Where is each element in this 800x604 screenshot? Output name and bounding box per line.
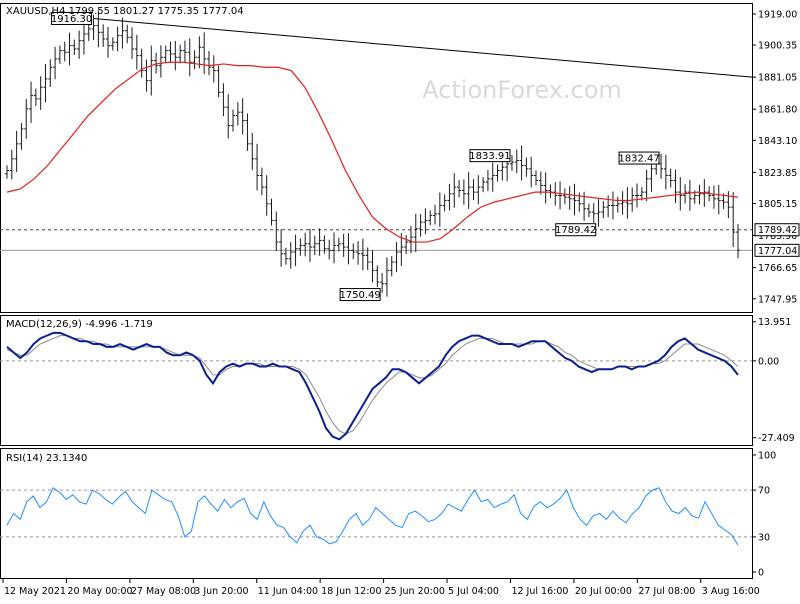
- price-ytick-label: 1766.65: [758, 263, 797, 274]
- price-ytick-label: 1805.15: [758, 199, 797, 210]
- x-axis-label: 3 Aug 16:00: [702, 586, 760, 597]
- price-annotation-label: 1750.49: [339, 290, 380, 301]
- price-annotation-label: 1789.42: [555, 225, 596, 236]
- x-axis-label: 20 May 00:00: [67, 586, 132, 597]
- x-axis-label: 11 Jun 04:00: [258, 586, 318, 597]
- price-ytick-label: 1919.00: [758, 9, 797, 20]
- x-axis-label: 27 May 08:00: [131, 586, 196, 597]
- macd-signal-line: [6, 335, 739, 435]
- price-panel: 1919.00 1900.35 1881.05 1861.80 1843.10 1823.…: [0, 9, 800, 305]
- rsi-ytick-label: 0: [758, 568, 764, 579]
- x-axis-label: 12 Jul 16:00: [511, 586, 568, 597]
- macd-line: [6, 331, 739, 441]
- price-annotation-label: 1832.47: [618, 154, 659, 165]
- price-panel-frame: [0, 3, 753, 313]
- macd-panel-frame: [0, 315, 753, 446]
- price-level-tag-label: 1777.04: [758, 246, 797, 257]
- rsi-ytick-label: 30: [758, 532, 770, 543]
- x-axis-label: 25 Jun 20:00: [385, 586, 445, 597]
- price-level-tag: [754, 243, 800, 257]
- x-axis-label: 12 May 2021: [4, 586, 66, 597]
- rsi-panel: 100 70 30 0: [0, 451, 776, 579]
- price-ytick-label: 1900.35: [758, 41, 797, 52]
- price-level-tag: [754, 223, 800, 237]
- macd-ytick-label: -27.409: [758, 433, 795, 444]
- macd-ytick-label: 13.951: [758, 317, 791, 328]
- price-annotation-box: [51, 11, 93, 25]
- rsi-line: [6, 487, 739, 546]
- macd-panel-title: MACD(12,26,9) -4.996 -1.719: [6, 319, 153, 330]
- rsi-panel-frame: [0, 448, 753, 579]
- price-annotation-label: 1916.30: [51, 14, 92, 25]
- price-annotation-box: [555, 223, 597, 237]
- x-axis-label: 5 Jul 04:00: [448, 586, 499, 597]
- price-level-tag-label: 1789.42: [758, 225, 797, 236]
- rsi-panel-title: RSI(14) 23.1340: [6, 453, 87, 464]
- rsi-ytick-label: 100: [758, 451, 776, 462]
- price-ytick-label: 1785.90: [758, 231, 797, 242]
- sma-line: [6, 61, 739, 243]
- price-annotation-box: [618, 151, 660, 165]
- x-axis-label: 27 Jul 08:00: [638, 586, 695, 597]
- price-annotation-box: [469, 149, 511, 163]
- resistance-trendline: [93, 17, 753, 78]
- price-ytick-label: 1881.05: [758, 73, 797, 84]
- watermark: ActionForex.com: [422, 76, 622, 104]
- macd-ytick-label: 0.00: [758, 356, 779, 367]
- price-ytick-label: 1747.95: [758, 294, 797, 305]
- price-panel-title: XAUUSD,H4 1799.55 1801.27 1775.35 1777.0…: [6, 6, 244, 17]
- price-ytick-label: 1843.10: [758, 136, 797, 147]
- price-annotation-label: 1833.91: [469, 151, 510, 162]
- price-ytick-label: 1861.80: [758, 105, 797, 116]
- x-axis-label: 3 Jun 20:00: [194, 586, 248, 597]
- macd-panel: 13.951 0.00 -27.409: [0, 317, 795, 444]
- price-annotation-box: [339, 288, 381, 302]
- x-axis-label: 18 Jun 12:00: [321, 586, 381, 597]
- rsi-ytick-label: 70: [758, 486, 770, 497]
- price-ytick-label: 1823.85: [758, 168, 797, 179]
- x-axis-label: 20 Jul 00:00: [575, 586, 632, 597]
